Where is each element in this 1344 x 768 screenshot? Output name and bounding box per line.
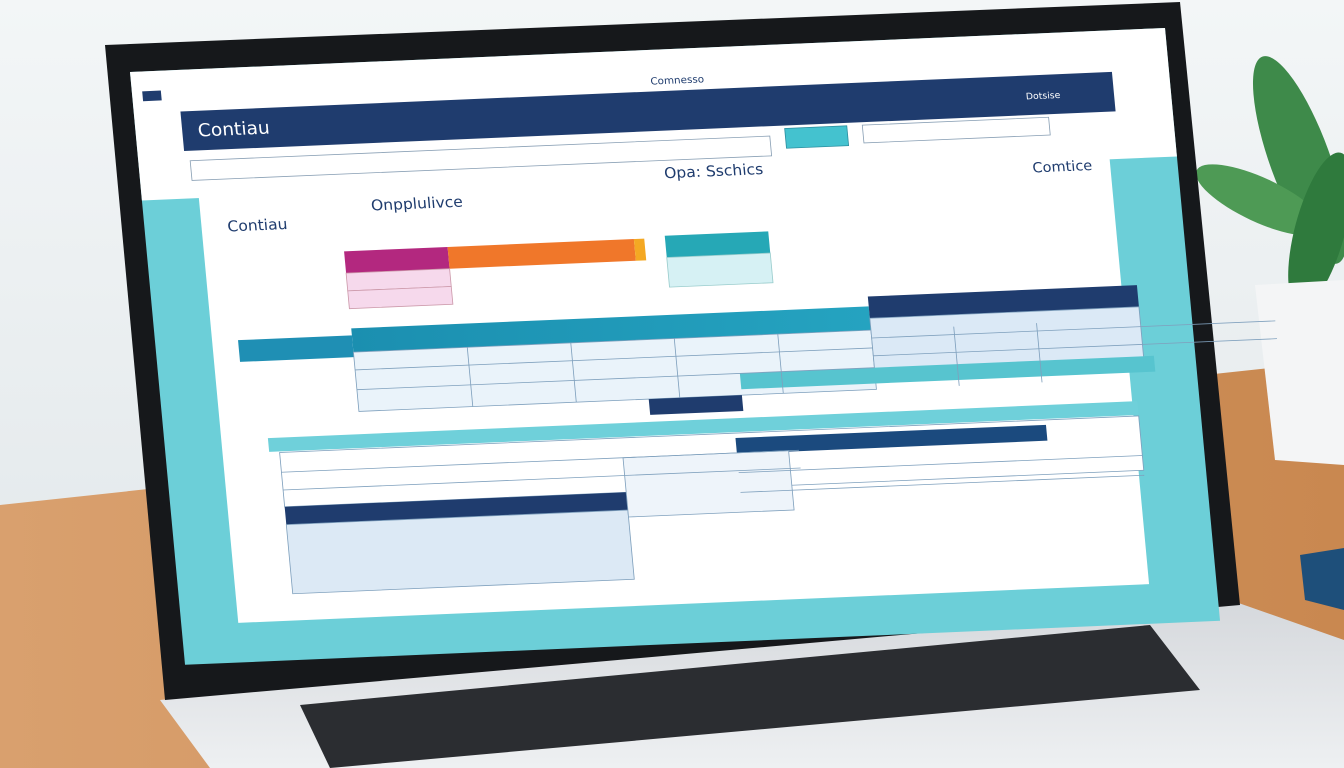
page-title: Contiau bbox=[227, 215, 289, 235]
pot bbox=[1255, 280, 1344, 465]
grid-line bbox=[1036, 323, 1043, 383]
grid-line bbox=[953, 326, 960, 386]
row-cell bbox=[347, 286, 454, 310]
grid-line bbox=[570, 342, 577, 403]
bar-row bbox=[739, 355, 1156, 390]
grid-line bbox=[466, 347, 474, 407]
bar-header bbox=[648, 395, 744, 415]
section-title: Onpplulivce bbox=[370, 193, 463, 214]
book bbox=[1300, 548, 1344, 610]
nav-bar bbox=[180, 71, 1116, 152]
keyboard bbox=[300, 625, 1200, 768]
grid-line bbox=[283, 467, 801, 491]
center-title: Opa: Sschics bbox=[663, 160, 764, 182]
filter-box bbox=[861, 116, 1051, 144]
bar-header bbox=[351, 306, 871, 353]
grid-line bbox=[777, 334, 784, 394]
grid-area bbox=[622, 450, 795, 518]
plant bbox=[1195, 56, 1344, 465]
right-title: Comtice bbox=[1032, 158, 1093, 176]
menu-button bbox=[142, 90, 162, 102]
grid-line bbox=[673, 338, 681, 398]
grid-line bbox=[281, 449, 799, 473]
tab-header bbox=[664, 231, 771, 258]
bar-header bbox=[867, 285, 1139, 319]
grid-line bbox=[356, 367, 875, 391]
grid-line bbox=[740, 474, 1145, 493]
leaf bbox=[1195, 164, 1325, 236]
tab-header bbox=[344, 246, 450, 274]
grid-line bbox=[873, 338, 1277, 357]
grid-line bbox=[871, 320, 1276, 339]
top-label: Comnesso bbox=[650, 75, 705, 88]
row-cell bbox=[666, 252, 774, 288]
grid-area bbox=[285, 509, 635, 595]
grid-line bbox=[355, 347, 873, 371]
bar-header bbox=[238, 335, 354, 362]
screen: Comnesso Dotsise Contiau Contiau Onpplulivce… bbox=[130, 27, 1277, 665]
grid-line bbox=[738, 455, 1143, 474]
tab-header bbox=[633, 238, 647, 261]
bar-header bbox=[735, 424, 1048, 454]
action-button bbox=[784, 125, 850, 149]
header-title: Contiau bbox=[197, 118, 271, 142]
search-box bbox=[189, 135, 773, 181]
leaf bbox=[1288, 152, 1344, 308]
bar-header bbox=[284, 492, 628, 525]
top-right-label: Dotsise bbox=[1026, 91, 1062, 102]
bar-row bbox=[267, 401, 1139, 452]
tab-header bbox=[447, 239, 636, 269]
